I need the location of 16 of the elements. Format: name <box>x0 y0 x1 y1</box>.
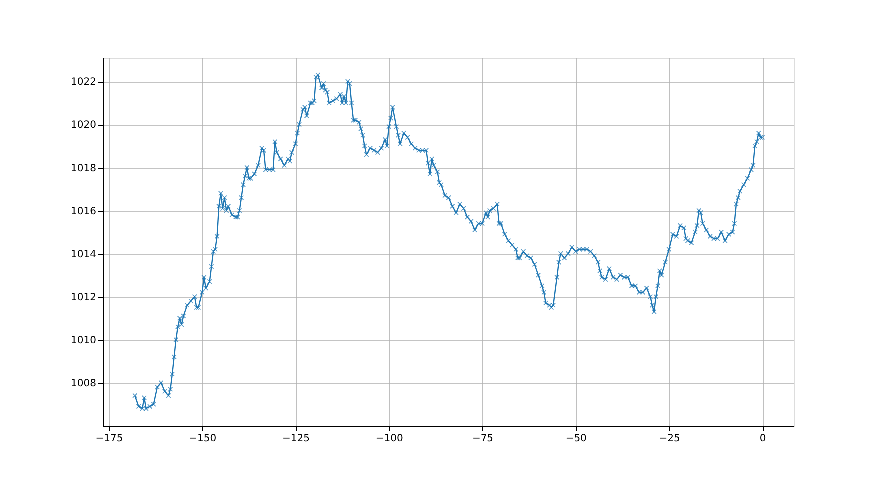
y-tick-label: 1012 <box>71 292 96 304</box>
y-tick-label: 1020 <box>71 120 96 132</box>
x-tick-label: −25 <box>659 434 680 444</box>
y-tick-label: 1016 <box>71 206 96 218</box>
x-tick-label: −100 <box>376 434 404 444</box>
y-tick-label: 1018 <box>71 163 96 174</box>
x-tick-label: −125 <box>282 434 310 444</box>
y-tick-label: 1022 <box>71 77 96 88</box>
y-tick-label: 1014 <box>71 249 96 260</box>
x-tick-label: −175 <box>96 434 124 444</box>
y-tick-label: 1010 <box>71 335 96 346</box>
x-tick-label: −50 <box>566 434 587 444</box>
x-tick-label: −150 <box>189 434 217 444</box>
x-tick-label: 0 <box>760 434 766 444</box>
y-tick-label: 1008 <box>71 378 96 390</box>
x-tick-label: −75 <box>472 434 494 444</box>
